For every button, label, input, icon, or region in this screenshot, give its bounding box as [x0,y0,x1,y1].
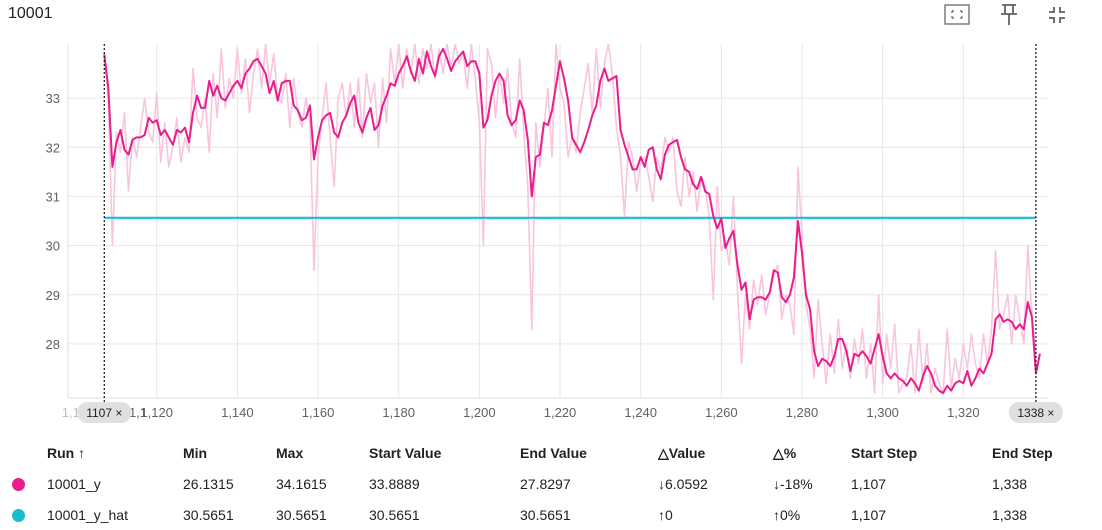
header-delta-value[interactable]: △Value [658,444,706,461]
x-tick-label: 1,180 [382,405,415,420]
start-step-badge-label: 1107 × [86,406,122,420]
end-step: 1,338 [992,506,1028,523]
end-step: 1,338 [992,475,1028,492]
start-step-badge-bg [77,402,132,423]
y-tick-label: 33 [46,91,60,106]
x-tick-label: 1,280 [786,405,819,420]
end-step-badge-bg [1008,402,1063,423]
max-value: 30.5651 [276,506,327,523]
delta-value: ↑0 [658,506,673,523]
delta-percent: ↑0% [773,506,801,523]
header-max[interactable]: Max [276,445,304,461]
end-value: 27.8297 [520,475,571,492]
y-tick-label: 29 [46,288,60,303]
header-spacer [0,438,47,468]
start-value: 30.5651 [369,506,420,523]
y-tick-label: 28 [46,337,60,352]
start-value: 33.8889 [369,475,420,492]
collapse-icon[interactable] [1043,2,1071,28]
table-row[interactable]: 10001_y 26.1315 34.1615 33.8889 27.8297 … [0,468,1102,499]
x-tick-label: 1,260 [705,405,738,420]
delta-value: ↓6.0592 [658,475,708,492]
x-tick-label: 1,300 [866,405,899,420]
table-row[interactable]: 10001_y_hat 30.5651 30.5651 30.5651 30.5… [0,499,1102,530]
end-step-badge[interactable]: 1338 × [1008,402,1063,423]
y-tick-label: 31 [46,189,60,204]
header-run[interactable]: Run ↑ [47,445,86,461]
max-value: 34.1615 [276,475,327,492]
start-step-badge[interactable]: 1107 × [77,402,132,423]
run-name: 10001_y_hat [47,506,128,523]
header-delta-percent[interactable]: △% [773,444,797,461]
header-start-value[interactable]: Start Value [369,445,442,461]
delta-percent: ↓-18% [773,475,813,492]
x-tick-label: 1,120 [140,405,173,420]
y-tick-label: 32 [46,140,60,155]
x-tick-label: 1,220 [544,405,577,420]
table-header-row: Run ↑ Min Max Start Value End Value △Val… [0,438,1102,468]
plot-area [103,44,1041,395]
line-chart[interactable]: 28 29 30 31 32 33 1,120 1,140 1,160 1,180 1,200 1,2… [0,0,1102,432]
x-tick-label-partial: 1,1 [129,405,147,420]
min-value: 26.1315 [183,475,234,492]
runs-table: Run ↑ Min Max Start Value End Value △Val… [0,438,1102,530]
card-title: 10001 [8,5,53,22]
start-step: 1,107 [851,506,887,523]
fit-to-data-icon[interactable] [943,2,971,28]
x-tick-label: 1,160 [302,405,335,420]
series-raw-line-10001-y [103,44,1037,394]
header-start-step[interactable]: Start Step [851,445,918,461]
pin-icon[interactable] [995,2,1023,28]
end-step-badge-label: 1338 × [1017,406,1054,420]
x-tick-label: 1,140 [221,405,254,420]
y-tick-label: 30 [46,239,60,254]
header-min[interactable]: Min [183,445,208,461]
header-end-step[interactable]: End Step [992,445,1053,461]
series-color-dot [0,499,47,530]
x-tick-label: 1,200 [463,405,496,420]
series-color-dot [0,468,47,499]
end-value: 30.5651 [520,506,571,523]
start-step: 1,107 [851,475,887,492]
x-tick-label: 1,240 [624,405,657,420]
min-value: 30.5651 [183,506,234,523]
header-end-value[interactable]: End Value [520,445,587,461]
series-line-10001-y [103,47,1041,395]
x-tick-label: 1,320 [947,405,980,420]
run-name: 10001_y [47,475,101,492]
